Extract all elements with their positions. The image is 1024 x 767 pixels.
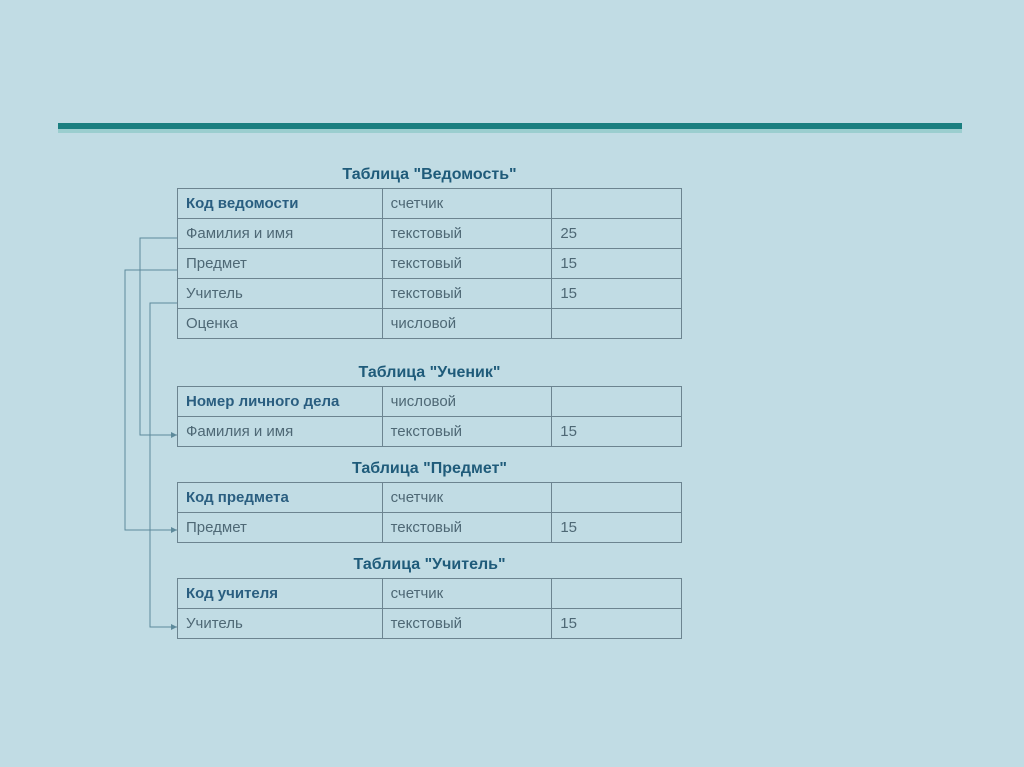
- table-row: Фамилия и имятекстовый15: [178, 417, 682, 447]
- size-cell: 15: [552, 249, 682, 279]
- size-cell: [552, 309, 682, 339]
- size-cell: 15: [552, 609, 682, 639]
- type-cell: текстовый: [382, 609, 552, 639]
- type-cell: числовой: [382, 387, 552, 417]
- table-title-predmet: Таблица "Предмет": [177, 460, 682, 478]
- table-row: Учительтекстовый15: [178, 279, 682, 309]
- schema-table-uchenik: Номер личного делачисловой Фамилия и имя…: [177, 386, 682, 447]
- type-cell: текстовый: [382, 513, 552, 543]
- size-cell: 25: [552, 219, 682, 249]
- size-cell: 15: [552, 417, 682, 447]
- field-cell: Оценка: [178, 309, 383, 339]
- table-row: Номер личного делачисловой: [178, 387, 682, 417]
- table-row: Код ведомостисчетчик: [178, 189, 682, 219]
- field-cell: Предмет: [178, 513, 383, 543]
- accent-bar-light: [58, 129, 962, 133]
- table-row: Предметтекстовый15: [178, 249, 682, 279]
- table-title-uchenik: Таблица "Ученик": [177, 364, 682, 382]
- size-cell: [552, 387, 682, 417]
- size-cell: 15: [552, 279, 682, 309]
- table-row: Код учителясчетчик: [178, 579, 682, 609]
- type-cell: счетчик: [382, 189, 552, 219]
- type-cell: текстовый: [382, 249, 552, 279]
- table-title-vedomost: Таблица "Ведомость": [177, 166, 682, 184]
- schema-table-predmet: Код предметасчетчик Предметтекстовый15: [177, 482, 682, 543]
- schema-table-uchitel: Код учителясчетчик Учительтекстовый15: [177, 578, 682, 639]
- field-cell: Учитель: [178, 609, 383, 639]
- field-cell: Код предмета: [178, 483, 383, 513]
- size-cell: [552, 579, 682, 609]
- type-cell: счетчик: [382, 483, 552, 513]
- type-cell: числовой: [382, 309, 552, 339]
- type-cell: текстовый: [382, 219, 552, 249]
- size-cell: [552, 189, 682, 219]
- field-cell: Учитель: [178, 279, 383, 309]
- field-cell: Код ведомости: [178, 189, 383, 219]
- table-title-uchitel: Таблица "Учитель": [177, 556, 682, 574]
- table-row: Учительтекстовый15: [178, 609, 682, 639]
- field-cell: Предмет: [178, 249, 383, 279]
- table-row: Предметтекстовый15: [178, 513, 682, 543]
- field-cell: Номер личного дела: [178, 387, 383, 417]
- type-cell: счетчик: [382, 579, 552, 609]
- type-cell: текстовый: [382, 417, 552, 447]
- type-cell: текстовый: [382, 279, 552, 309]
- field-cell: Фамилия и имя: [178, 417, 383, 447]
- table-row: Код предметасчетчик: [178, 483, 682, 513]
- relationship-connectors: [0, 0, 1024, 767]
- diagram-canvas: { "colors": { "background": "#c1dce4", "…: [0, 0, 1024, 767]
- size-cell: [552, 483, 682, 513]
- field-cell: Код учителя: [178, 579, 383, 609]
- size-cell: 15: [552, 513, 682, 543]
- table-row: Фамилия и имятекстовый25: [178, 219, 682, 249]
- field-cell: Фамилия и имя: [178, 219, 383, 249]
- schema-table-vedomost: Код ведомостисчетчик Фамилия и имятексто…: [177, 188, 682, 339]
- table-row: Оценкачисловой: [178, 309, 682, 339]
